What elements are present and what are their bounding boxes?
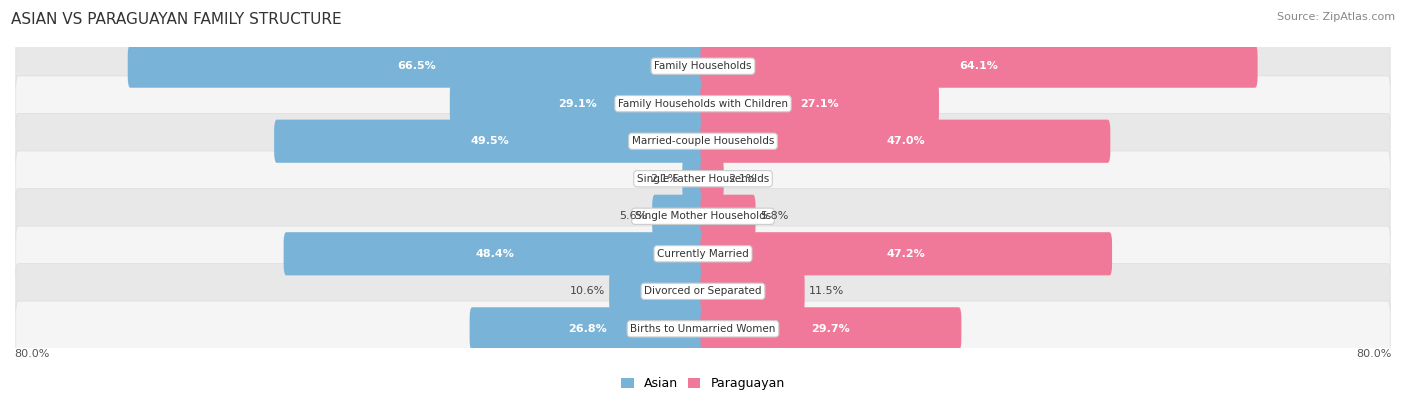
Text: 80.0%: 80.0%	[14, 350, 49, 359]
FancyBboxPatch shape	[450, 82, 706, 125]
FancyBboxPatch shape	[700, 232, 1112, 275]
Text: 10.6%: 10.6%	[569, 286, 605, 296]
Text: Married-couple Households: Married-couple Households	[631, 136, 775, 146]
FancyBboxPatch shape	[470, 307, 706, 350]
Text: Source: ZipAtlas.com: Source: ZipAtlas.com	[1277, 12, 1395, 22]
FancyBboxPatch shape	[15, 226, 1391, 282]
FancyBboxPatch shape	[274, 120, 706, 163]
Text: 2.1%: 2.1%	[650, 174, 678, 184]
Text: Currently Married: Currently Married	[657, 249, 749, 259]
Text: 80.0%: 80.0%	[1357, 350, 1392, 359]
FancyBboxPatch shape	[15, 188, 1391, 244]
Text: 27.1%: 27.1%	[800, 99, 839, 109]
FancyBboxPatch shape	[609, 270, 706, 313]
Text: 5.8%: 5.8%	[759, 211, 789, 221]
FancyBboxPatch shape	[700, 120, 1111, 163]
Text: 66.5%: 66.5%	[398, 61, 436, 71]
Text: 2.1%: 2.1%	[728, 174, 756, 184]
Text: 64.1%: 64.1%	[959, 61, 998, 71]
Text: Divorced or Separated: Divorced or Separated	[644, 286, 762, 296]
FancyBboxPatch shape	[700, 270, 804, 313]
FancyBboxPatch shape	[682, 157, 706, 200]
Text: 47.0%: 47.0%	[886, 136, 925, 146]
Text: 48.4%: 48.4%	[475, 249, 515, 259]
Text: Family Households: Family Households	[654, 61, 752, 71]
Text: 29.1%: 29.1%	[558, 99, 598, 109]
FancyBboxPatch shape	[128, 45, 706, 88]
FancyBboxPatch shape	[700, 157, 724, 200]
Text: Single Father Households: Single Father Households	[637, 174, 769, 184]
FancyBboxPatch shape	[700, 195, 755, 238]
Text: 47.2%: 47.2%	[887, 249, 925, 259]
FancyBboxPatch shape	[15, 113, 1391, 169]
Text: 49.5%: 49.5%	[471, 136, 509, 146]
FancyBboxPatch shape	[15, 76, 1391, 132]
Text: 11.5%: 11.5%	[808, 286, 844, 296]
Text: 5.6%: 5.6%	[620, 211, 648, 221]
FancyBboxPatch shape	[700, 45, 1257, 88]
FancyBboxPatch shape	[15, 38, 1391, 94]
FancyBboxPatch shape	[700, 307, 962, 350]
Text: 29.7%: 29.7%	[811, 324, 851, 334]
FancyBboxPatch shape	[15, 301, 1391, 357]
FancyBboxPatch shape	[15, 151, 1391, 207]
Text: Births to Unmarried Women: Births to Unmarried Women	[630, 324, 776, 334]
FancyBboxPatch shape	[15, 263, 1391, 319]
Text: ASIAN VS PARAGUAYAN FAMILY STRUCTURE: ASIAN VS PARAGUAYAN FAMILY STRUCTURE	[11, 12, 342, 27]
FancyBboxPatch shape	[700, 82, 939, 125]
Legend: Asian, Paraguayan: Asian, Paraguayan	[616, 372, 790, 395]
Text: 26.8%: 26.8%	[568, 324, 607, 334]
Text: Single Mother Households: Single Mother Households	[636, 211, 770, 221]
FancyBboxPatch shape	[284, 232, 706, 275]
Text: Family Households with Children: Family Households with Children	[619, 99, 787, 109]
FancyBboxPatch shape	[652, 195, 706, 238]
